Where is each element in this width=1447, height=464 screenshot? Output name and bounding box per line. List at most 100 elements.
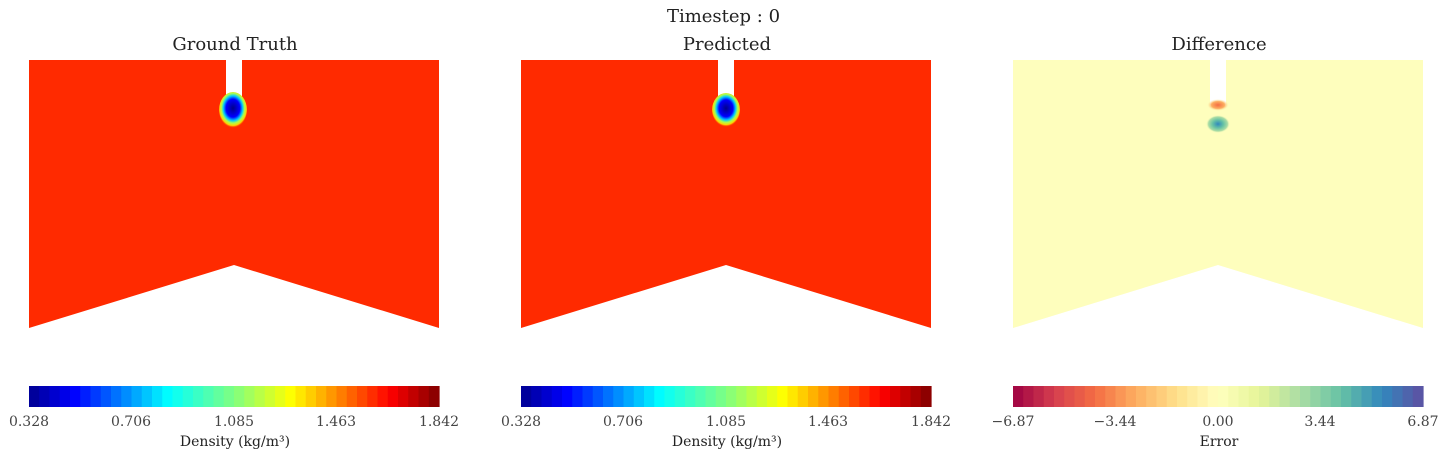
- panel-title: Ground Truth: [172, 34, 298, 55]
- colorbar-segment: [592, 386, 604, 407]
- colorbar-tick: 0.00: [1202, 414, 1234, 430]
- colorbar-segment: [1289, 386, 1301, 407]
- colorbar-segment: [90, 386, 102, 407]
- colorbar-tick: 0.706: [602, 414, 644, 430]
- panel-difference: Difference −6.87 −3.44 0.00 3.44 6.87: [992, 0, 1439, 464]
- domain-shape: [1013, 60, 1423, 328]
- colorbar-tick: 0.328: [8, 414, 50, 430]
- colorbar-segment: [70, 386, 81, 407]
- colorbar-segment: [1371, 386, 1383, 407]
- colorbar-tick: 1.842: [418, 414, 460, 430]
- colorbar-segment: [1084, 386, 1096, 407]
- colorbar-segment: [418, 386, 430, 407]
- colorbar-segment: [818, 386, 830, 407]
- colorbar-tick: 6.87: [1407, 414, 1439, 430]
- colorbar-segment: [859, 386, 871, 407]
- density-field-predicted: [521, 60, 931, 328]
- colorbar-tick: 1.085: [213, 414, 255, 430]
- colorbar-segment: [1043, 386, 1055, 407]
- colorbar-segment: [521, 386, 532, 407]
- colorbar-segment: [49, 386, 61, 407]
- colorbar-segment: [387, 386, 399, 407]
- colorbar-segment: [551, 386, 563, 407]
- colorbar-segment: [408, 386, 420, 407]
- colorbar-segment: [1125, 386, 1137, 407]
- domain-shape: [521, 60, 931, 328]
- colorbar-ground-truth: [29, 386, 440, 407]
- panel-predicted: Predicted 0.328 0.706 1.085 1.463 1.842 …: [501, 0, 951, 464]
- panel-title: Predicted: [682, 34, 772, 55]
- colorbar-segment: [254, 386, 266, 407]
- figure-suptitle: Timestep : 0: [666, 6, 781, 27]
- colorbar-segment: [613, 386, 625, 407]
- colorbar-segment: [1320, 386, 1332, 407]
- colorbar-segment: [1300, 386, 1311, 407]
- colorbar-segment: [777, 386, 789, 407]
- colorbar-segment: [756, 386, 768, 407]
- colorbar-segment: [849, 386, 860, 407]
- colorbar-label: Error: [1199, 434, 1239, 450]
- colorbar-segment: [920, 386, 932, 407]
- colorbar-segment: [726, 386, 737, 407]
- colorbar-segment: [1351, 386, 1363, 407]
- colorbar-tick: 3.44: [1304, 414, 1336, 430]
- colorbar-segment: [172, 386, 184, 407]
- colorbar-segment: [346, 386, 358, 407]
- colorbar-segment: [1412, 386, 1424, 407]
- error-positive-lobe: [1207, 99, 1229, 111]
- colorbar-segment: [828, 386, 840, 407]
- colorbar-segment: [767, 386, 778, 407]
- colorbar-segment: [838, 386, 850, 407]
- inlet-pipe: [226, 60, 242, 98]
- colorbar-segment: [1054, 386, 1065, 407]
- colorbar-segment: [1218, 386, 1229, 407]
- colorbar-label: Density (kg/m³): [179, 434, 291, 450]
- colorbar-segment: [808, 386, 819, 407]
- colorbar-segment: [1207, 386, 1219, 407]
- colorbar-segment: [1248, 386, 1260, 407]
- colorbar-segment: [633, 386, 645, 407]
- colorbar-segment: [398, 386, 409, 407]
- colorbar-label: Density (kg/m³): [671, 434, 783, 450]
- colorbar-segment: [674, 386, 686, 407]
- inlet-pipe: [718, 60, 734, 98]
- colorbar-segment: [326, 386, 338, 407]
- colorbar-tick: −3.44: [1093, 414, 1137, 430]
- colorbar-segment: [685, 386, 696, 407]
- colorbar-segment: [582, 386, 594, 407]
- colorbar-tick: 1.085: [705, 414, 747, 430]
- colorbar-segment: [111, 386, 122, 407]
- colorbar-segment: [910, 386, 922, 407]
- colorbar-segment: [797, 386, 809, 407]
- colorbar-segment: [1074, 386, 1086, 407]
- colorbar-segment: [377, 386, 389, 407]
- density-feature: [219, 92, 247, 128]
- domain-shape: [29, 60, 439, 328]
- colorbar-segment: [39, 386, 51, 407]
- colorbar-segment: [1177, 386, 1188, 407]
- colorbar-segment: [29, 386, 40, 407]
- panel-ground-truth: Ground Truth 0.328 0.706 1.085 1.463 1.8…: [9, 0, 459, 464]
- colorbar-segment: [1115, 386, 1127, 407]
- colorbar-segment: [1259, 386, 1270, 407]
- colorbar-segment: [879, 386, 891, 407]
- colorbar-segment: [644, 386, 655, 407]
- colorbar-segment: [193, 386, 204, 407]
- colorbar-segment: [1228, 386, 1240, 407]
- colorbar-segment: [1197, 386, 1209, 407]
- colorbar-segment: [531, 386, 543, 407]
- colorbar-segment: [1341, 386, 1352, 407]
- colorbar-segment: [285, 386, 297, 407]
- colorbar-segment: [715, 386, 727, 407]
- colorbar-segment: [80, 386, 92, 407]
- colorbar-segment: [869, 386, 881, 407]
- colorbar-tick: 0.706: [110, 414, 152, 430]
- colorbar-segment: [1187, 386, 1199, 407]
- colorbar-segment: [1392, 386, 1404, 407]
- colorbar-segment: [59, 386, 71, 407]
- density-field-ground-truth: [29, 60, 439, 328]
- colorbar-segment: [1238, 386, 1250, 407]
- colorbar-segment: [1402, 386, 1414, 407]
- colorbar-segment: [152, 386, 163, 407]
- colorbar-segment: [541, 386, 553, 407]
